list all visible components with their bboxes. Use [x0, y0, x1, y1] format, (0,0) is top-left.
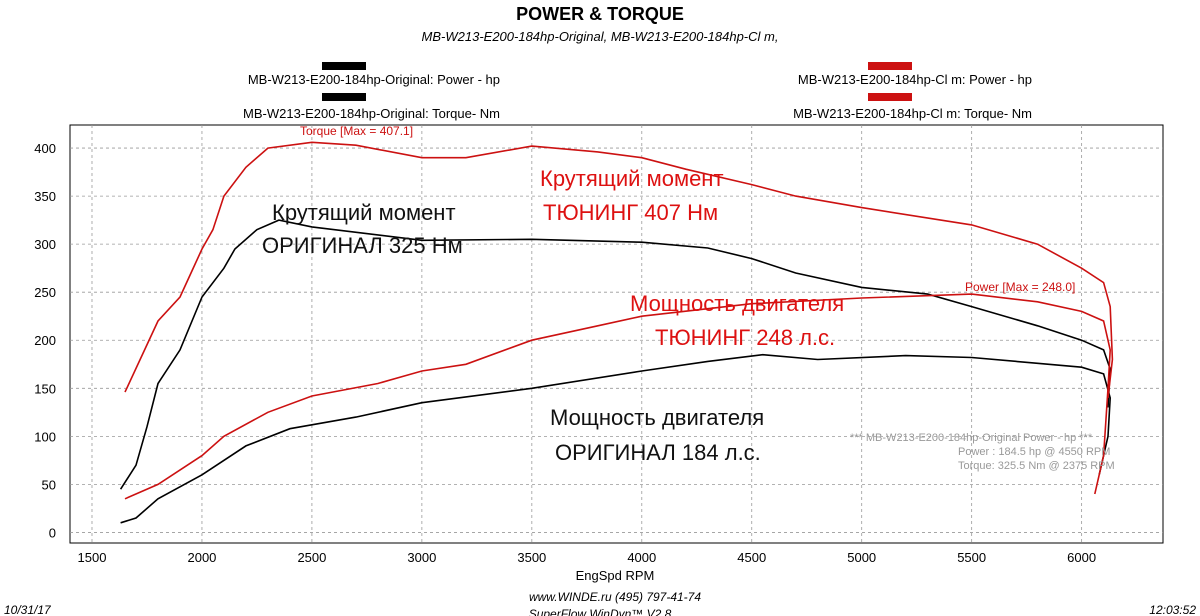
annotation: Power : 184.5 hp @ 4550 RPM	[958, 446, 1110, 458]
chart-title: POWER & TORQUE	[516, 4, 684, 24]
annotation: Мощность двигателя	[630, 291, 844, 316]
legend-label: MB-W213-E200-184hp-Cl m: Power - hp	[798, 72, 1032, 87]
y-tick-label: 200	[34, 333, 56, 348]
footer-website: www.WINDE.ru (495) 797-41-74	[529, 590, 701, 604]
legend-swatch	[322, 93, 366, 101]
x-axis-label: EngSpd RPM	[576, 568, 655, 583]
y-tick-label: 150	[34, 381, 56, 396]
x-tick-label: 5500	[957, 550, 986, 565]
annotation: Мощность двигателя	[550, 405, 764, 430]
x-tick-label: 6000	[1067, 550, 1096, 565]
footer-software: SuperFlow WinDyn™ V2.8	[529, 607, 672, 616]
chart-subtitle: MB-W213-E200-184hp-Original, MB-W213-E20…	[422, 29, 779, 44]
y-tick-label: 300	[34, 237, 56, 252]
y-tick-label: 250	[34, 285, 56, 300]
series-line	[124, 293, 1112, 500]
x-tick-label: 4000	[627, 550, 656, 565]
annotation: ТЮНИНГ 407 Нм	[543, 200, 718, 225]
x-tick-label: 1500	[78, 550, 107, 565]
x-tick-label: 3000	[407, 550, 436, 565]
y-tick-label: 350	[34, 189, 56, 204]
legend-label: MB-W213-E200-184hp-Cl m: Torque- Nm	[793, 106, 1032, 121]
annotation: Torque: 325.5 Nm @ 2375 RPM	[958, 460, 1115, 472]
x-tick-label: 3500	[517, 550, 546, 565]
x-tick-label: 5000	[847, 550, 876, 565]
y-tick-label: 100	[34, 429, 56, 444]
y-tick-label: 50	[42, 477, 56, 492]
legend-swatch	[868, 62, 912, 70]
footer-time: 12:03:52	[1149, 603, 1196, 616]
annotation: *** MB-W213-E200-184hp-Original Power - …	[850, 432, 1093, 444]
annotation: ТЮНИНГ 248 л.с.	[655, 325, 835, 350]
annotation: Крутящий момент	[540, 166, 724, 191]
y-tick-label: 400	[34, 141, 56, 156]
annotation: Torque [Max = 407.1]	[300, 124, 413, 138]
x-tick-label: 2000	[187, 550, 216, 565]
annotation: Power [Max = 248.0]	[965, 280, 1075, 294]
legend-label: MB-W213-E200-184hp-Original: Torque- Nm	[243, 106, 500, 121]
legend-swatch	[322, 62, 366, 70]
legend-label: MB-W213-E200-184hp-Original: Power - hp	[248, 72, 500, 87]
plot-frame	[69, 124, 1164, 544]
legend-swatch	[868, 93, 912, 101]
series-line	[124, 141, 1114, 398]
series-line	[120, 353, 1112, 524]
x-tick-label: 4500	[737, 550, 766, 565]
annotation: ОРИГИНАЛ 325 Нм	[262, 233, 463, 258]
annotation: ОРИГИНАЛ 184 л.с.	[555, 440, 761, 465]
footer-date: 10/31/17	[4, 603, 52, 616]
y-tick-label: 0	[49, 525, 56, 540]
annotation: Крутящий момент	[272, 200, 456, 225]
series-line	[119, 219, 1112, 490]
x-tick-label: 2500	[297, 550, 326, 565]
